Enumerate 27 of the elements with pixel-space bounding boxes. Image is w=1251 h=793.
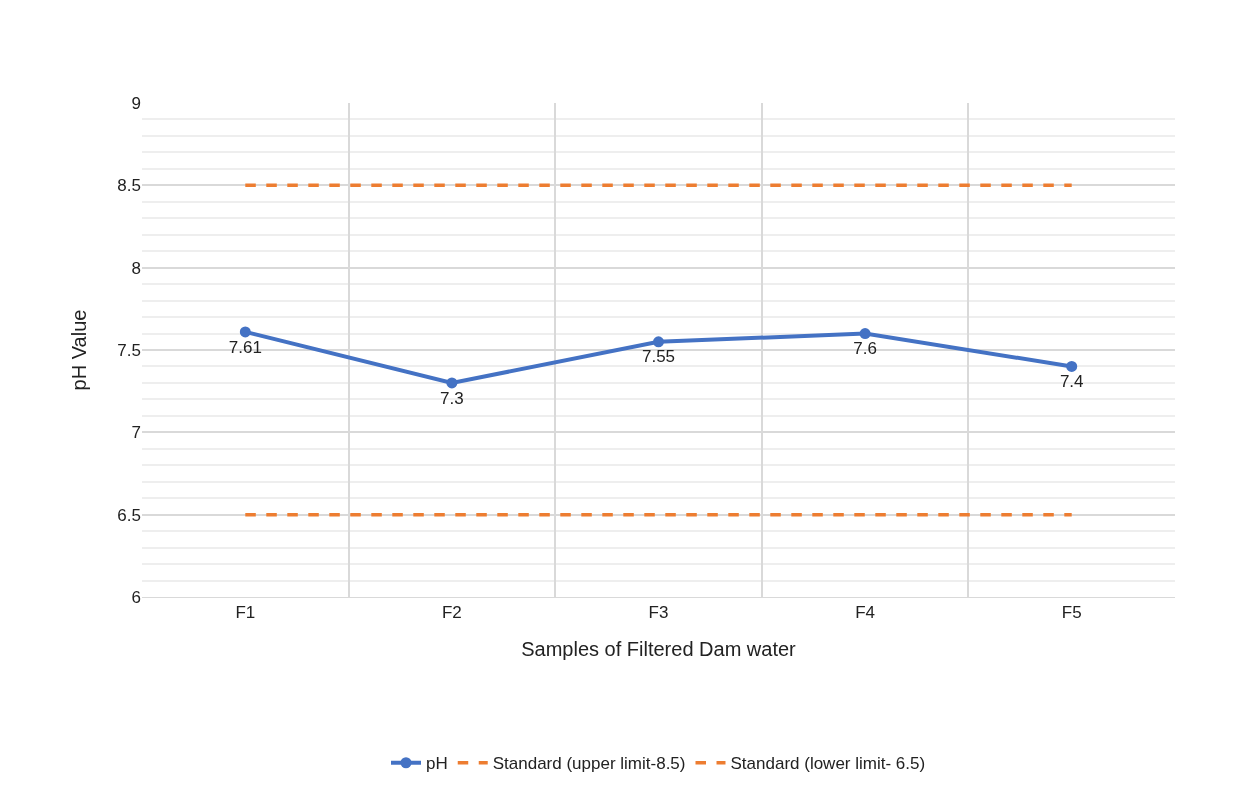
y-tick-label: 9	[131, 93, 141, 113]
y-tick-label: 8.5	[117, 176, 141, 196]
point	[446, 377, 458, 389]
legend-label: Standard (lower limit- 6.5)	[730, 754, 926, 774]
y-tick-label: 8	[131, 258, 141, 278]
y-tick-label: 7.5	[117, 340, 141, 360]
x-tick-label: F3	[648, 603, 669, 623]
data-label: 7.55	[641, 347, 676, 367]
y-tick-label: 6	[131, 587, 141, 607]
legend-label: Standard (upper limit-8.5)	[492, 754, 686, 774]
y-axis-title: pH Value	[67, 309, 90, 391]
data-label: 7.61	[228, 337, 262, 357]
point	[1066, 360, 1078, 372]
x-tick-label: F5	[1061, 603, 1082, 623]
legend-label: pH	[426, 754, 448, 774]
point	[239, 326, 251, 338]
x-tick-label: F4	[855, 603, 876, 623]
point	[653, 336, 664, 348]
data-label: 7.3	[440, 388, 464, 408]
data-label: 7.4	[1059, 372, 1084, 392]
x-tick-label: F2	[441, 603, 462, 623]
y-tick-label: 7	[131, 423, 141, 443]
point	[859, 328, 871, 340]
y-tick-label: 6.5	[117, 505, 141, 525]
x-axis-title: Samples of Filtered Dam water	[521, 637, 797, 660]
data-label: 7.6	[853, 339, 877, 359]
x-tick-label: F1	[235, 603, 256, 623]
